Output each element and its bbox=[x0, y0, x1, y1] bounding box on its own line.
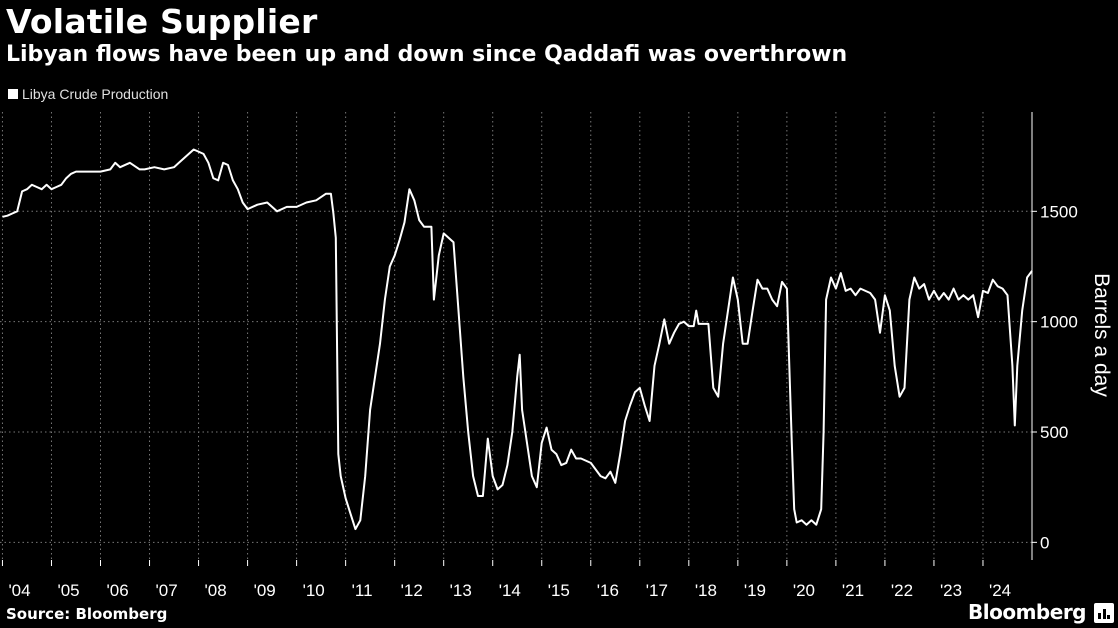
x-tick-label: '04 bbox=[8, 581, 30, 600]
x-grid bbox=[1, 112, 984, 560]
y-tick-label: 500 bbox=[1040, 423, 1068, 442]
y-tick-label: 1500 bbox=[1040, 202, 1078, 221]
x-tick-label: '21 bbox=[842, 581, 864, 600]
x-tick-label: '07 bbox=[156, 581, 178, 600]
x-tick-label: '14 bbox=[499, 581, 521, 600]
x-tick-label: '24 bbox=[989, 581, 1011, 600]
bloomberg-bars-icon bbox=[1094, 603, 1114, 623]
x-axis-ticks: '04 '05 '06 '07 '08 '09 '10 '11 '12 '13 '14 '15 '16 '… bbox=[1, 560, 1011, 600]
chart-title: Volatile Supplier bbox=[6, 2, 318, 41]
x-tick-label: '23 bbox=[940, 581, 962, 600]
x-tick-label: '09 bbox=[254, 581, 276, 600]
x-tick-label: '08 bbox=[205, 581, 227, 600]
x-tick-label: '05 bbox=[57, 581, 79, 600]
x-tick-label: '18 bbox=[695, 581, 717, 600]
brand-logo-text: Bloomberg bbox=[968, 600, 1086, 624]
y-axis-ticks: 0 500 1000 1500 bbox=[1032, 202, 1078, 552]
x-tick-label: '16 bbox=[597, 581, 619, 600]
y-grid bbox=[0, 210, 1032, 543]
x-tick-label: '11 bbox=[352, 581, 373, 600]
x-tick-label: '20 bbox=[793, 581, 815, 600]
x-tick-label: '22 bbox=[891, 581, 913, 600]
x-tick-label: '17 bbox=[646, 581, 668, 600]
x-tick-label: '15 bbox=[548, 581, 570, 600]
chart-subtitle: Libyan flows have been up and down since… bbox=[6, 42, 848, 67]
legend-label: Libya Crude Production bbox=[22, 86, 169, 102]
x-tick-label: '06 bbox=[107, 581, 129, 600]
y-tick-label: 1000 bbox=[1040, 313, 1078, 332]
x-tick-label: '13 bbox=[450, 581, 472, 600]
y-tick-label: 0 bbox=[1040, 533, 1049, 552]
x-tick-label: '10 bbox=[303, 581, 325, 600]
series-line-libya-crude-production bbox=[2, 148, 1033, 531]
x-tick-label: '19 bbox=[744, 581, 766, 600]
legend-swatch bbox=[8, 89, 18, 99]
y-axis-label: Barrels a day bbox=[1090, 273, 1113, 397]
x-tick-label: '12 bbox=[401, 581, 423, 600]
legend: Libya Crude Production bbox=[8, 86, 168, 102]
source-note: Source: Bloomberg bbox=[6, 605, 168, 623]
